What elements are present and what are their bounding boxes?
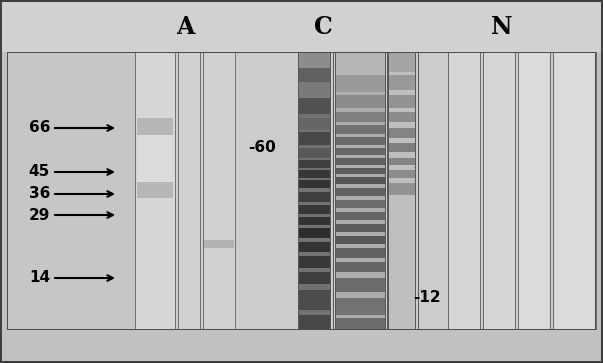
Text: -60: -60 [248, 140, 276, 155]
Text: 66: 66 [28, 121, 50, 135]
Text: 29: 29 [28, 208, 50, 223]
Text: A: A [176, 15, 194, 39]
Text: 14: 14 [29, 270, 50, 286]
Text: 45: 45 [29, 164, 50, 179]
Text: N: N [491, 15, 513, 39]
Text: C: C [314, 15, 332, 39]
Text: -12: -12 [413, 290, 441, 306]
Text: 36: 36 [28, 187, 50, 201]
